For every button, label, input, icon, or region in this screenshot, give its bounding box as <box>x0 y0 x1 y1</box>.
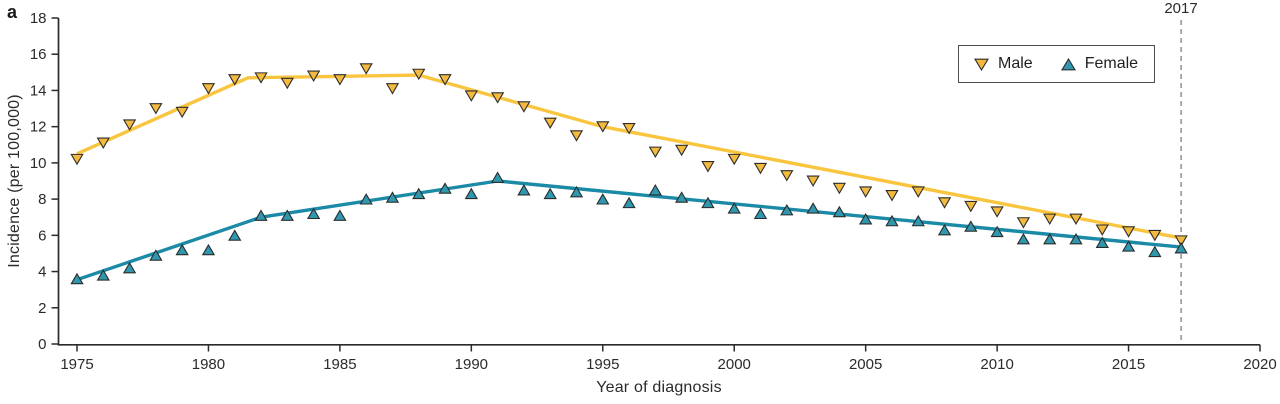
male-triangle-down-icon <box>974 58 989 71</box>
legend: Male Female <box>958 45 1155 83</box>
svg-text:18: 18 <box>30 10 47 27</box>
svg-text:1980: 1980 <box>192 356 225 373</box>
svg-text:1975: 1975 <box>60 356 93 373</box>
svg-text:1985: 1985 <box>323 356 356 373</box>
svg-text:6: 6 <box>38 227 46 244</box>
svg-text:12: 12 <box>30 119 47 136</box>
svg-text:2020: 2020 <box>1243 356 1276 373</box>
svg-text:8: 8 <box>38 191 46 208</box>
svg-text:14: 14 <box>30 82 47 99</box>
legend-item-male: Male <box>974 55 1033 73</box>
svg-text:2005: 2005 <box>849 356 882 373</box>
svg-text:2000: 2000 <box>718 356 751 373</box>
legend-label-male: Male <box>998 55 1033 72</box>
x-axis-title: Year of diagnosis <box>596 379 722 396</box>
annotation-year-label: 2017 <box>1164 0 1198 17</box>
svg-text:1990: 1990 <box>455 356 488 373</box>
svg-text:1995: 1995 <box>586 356 619 373</box>
svg-text:4: 4 <box>38 264 46 281</box>
legend-label-female: Female <box>1084 55 1139 72</box>
svg-text:10: 10 <box>30 155 47 172</box>
female-triangle-up-icon <box>1060 57 1076 70</box>
svg-text:0: 0 <box>38 336 46 353</box>
svg-text:2010: 2010 <box>980 356 1013 373</box>
svg-text:16: 16 <box>30 46 47 63</box>
svg-text:2: 2 <box>38 300 46 317</box>
legend-item-female: Female <box>1060 55 1139 73</box>
svg-text:2015: 2015 <box>1112 356 1145 373</box>
panel-label: a <box>7 2 18 22</box>
